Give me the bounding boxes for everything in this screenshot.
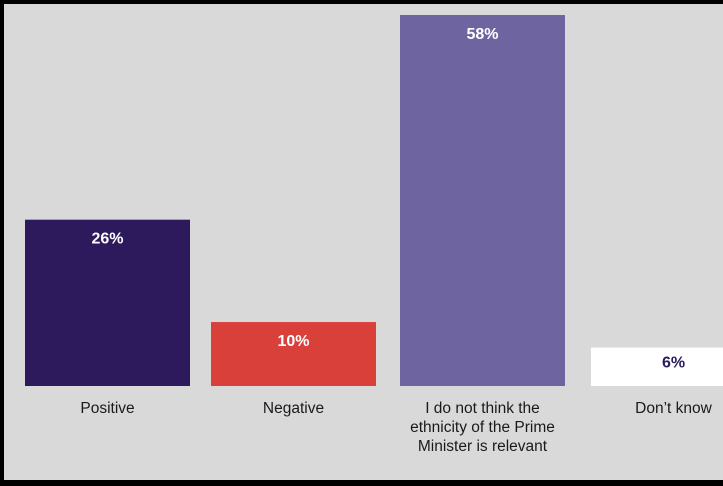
- category-label-line: Positive: [80, 400, 134, 417]
- chart-frame: 26% Positive 10% Negative 58% I do not think …: [4, 4, 723, 480]
- bar-chart: 26% Positive 10% Negative 58% I do not think …: [25, 15, 723, 455]
- bar-2: [400, 15, 565, 386]
- category-label-2: I do not think the ethnicity of the Prime…: [410, 400, 555, 455]
- category-label-0: Positive: [80, 400, 134, 417]
- category-label-3: Don’t know: [635, 400, 712, 417]
- category-label-line: Don’t know: [635, 400, 712, 417]
- category-label-1: Negative: [263, 400, 324, 417]
- bar-1: [211, 322, 376, 386]
- value-label-0: 26%: [91, 231, 123, 248]
- value-label-1: 10%: [277, 333, 309, 350]
- category-label-line: Negative: [263, 400, 324, 417]
- bar-3: [591, 347, 723, 386]
- category-label-line: ethnicity of the Prime: [410, 419, 555, 436]
- category-label-line: I do not think the: [425, 400, 540, 417]
- category-label-line: Minister is relevant: [418, 438, 548, 455]
- bar-0: [25, 219, 190, 386]
- value-label-3: 6%: [662, 355, 685, 372]
- value-label-2: 58%: [466, 26, 498, 43]
